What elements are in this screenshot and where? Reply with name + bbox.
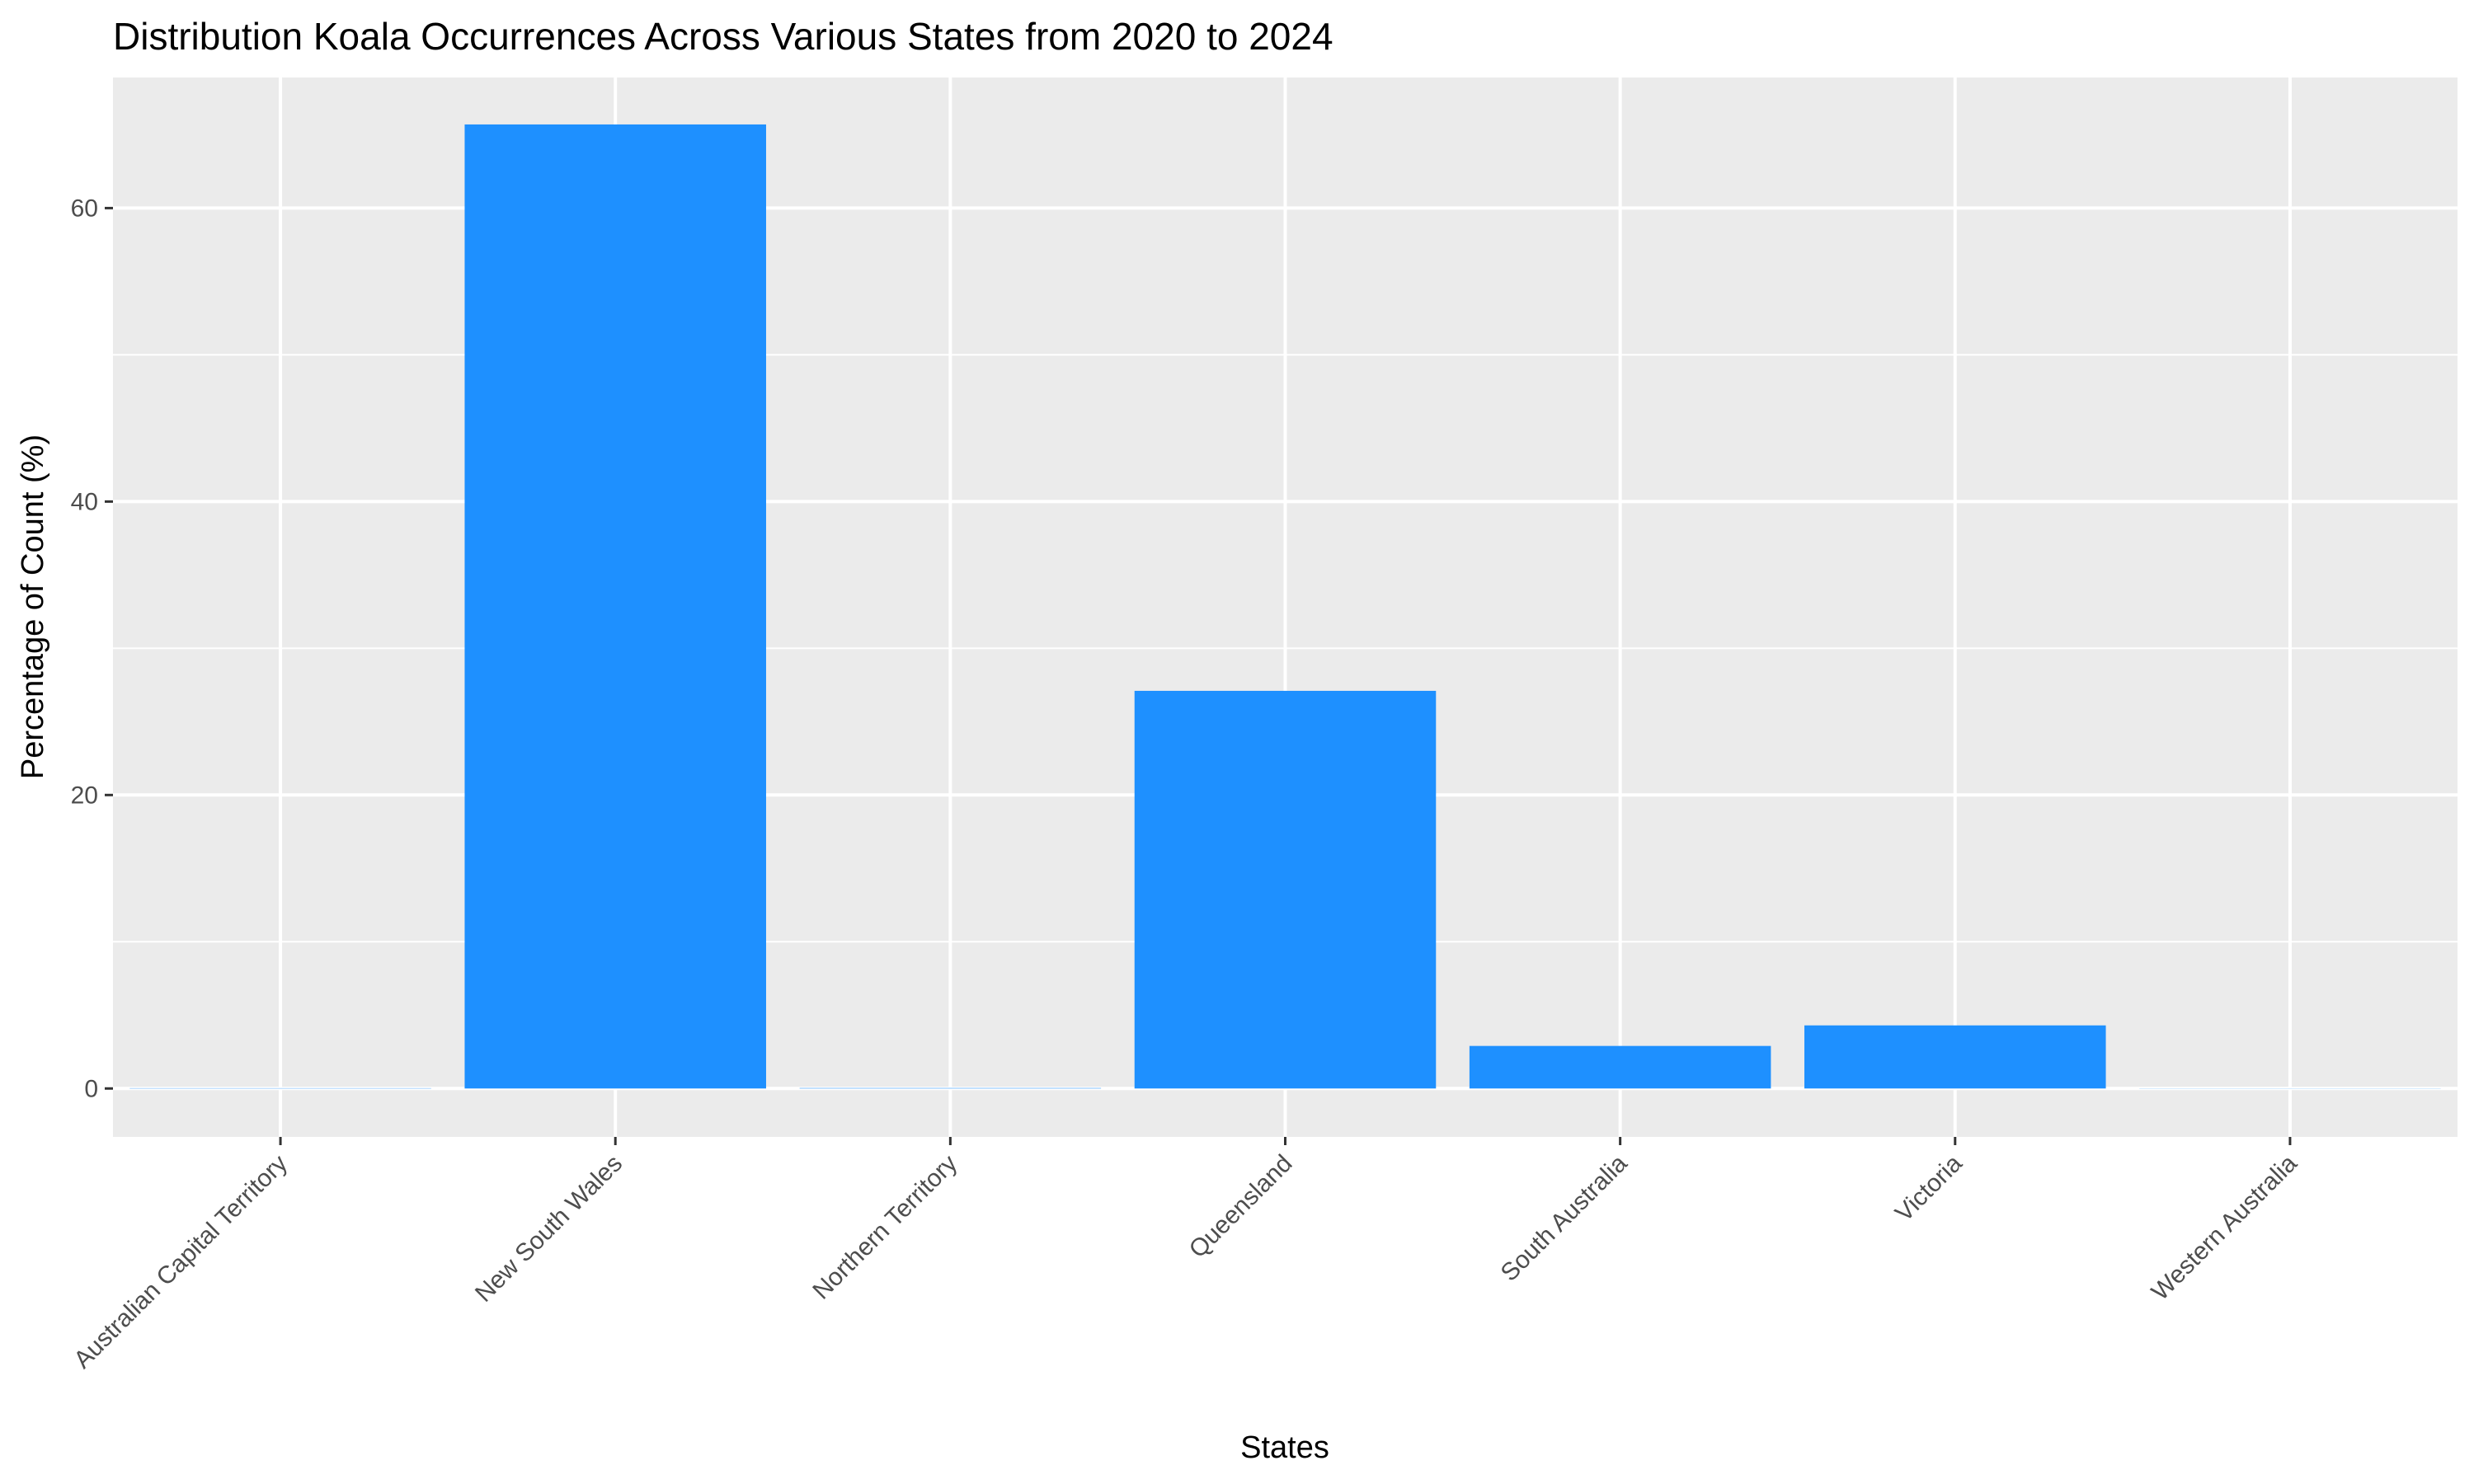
x-tick-label: Western Australia	[2147, 1149, 2302, 1305]
y-tick-label: 0	[84, 1075, 98, 1102]
x-axis: Australian Capital Territory New South Wa…	[68, 1137, 2302, 1374]
x-tick-label: Queensland	[1184, 1150, 1298, 1264]
bar-5	[1469, 1045, 1771, 1089]
y-axis: 0 20 40 60	[71, 195, 113, 1102]
x-tick-label: Northern Territory	[807, 1150, 962, 1305]
y-tick-label: 20	[71, 782, 98, 809]
bar-3	[799, 1087, 1102, 1089]
bar-4	[1134, 690, 1437, 1089]
x-tick-label: Australian Capital Territory	[68, 1150, 293, 1374]
x-axis-title: States	[1240, 1430, 1329, 1465]
bar-6	[1804, 1025, 2106, 1089]
chart-title: Distribution Koala Occurrences Across Va…	[113, 15, 1333, 58]
bars	[129, 124, 2441, 1089]
x-tick-label: New South Wales	[470, 1150, 628, 1308]
x-tick-label: Victoria	[1890, 1149, 1968, 1227]
y-axis-title: Percentage of Count (%)	[16, 434, 50, 779]
x-tick-label: South Australia	[1496, 1149, 1633, 1286]
y-tick-label: 60	[71, 195, 98, 222]
bar-2	[464, 124, 766, 1089]
y-tick-label: 40	[71, 488, 98, 515]
